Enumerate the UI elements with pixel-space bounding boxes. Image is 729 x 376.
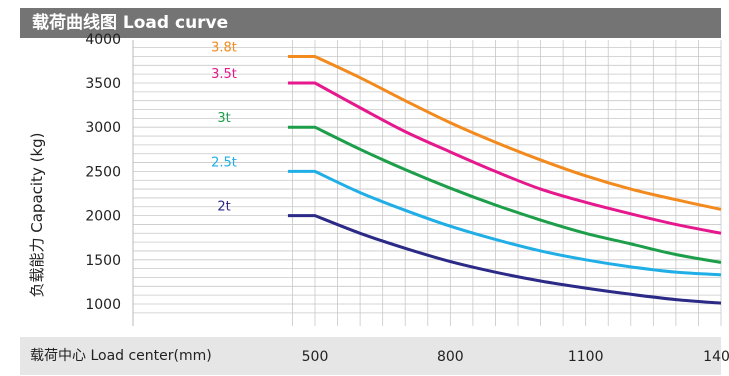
chart-title: 载荷曲线图 Load curve: [32, 13, 229, 33]
y-axis-ticks: 1000 1500 2000 2500 3000 3500 4000: [85, 32, 121, 313]
series-line-3t: [287, 125, 722, 264]
y-axis-label: 负载能力 Capacity (kg): [28, 132, 46, 297]
series-line-2t: [287, 214, 722, 305]
chart-series: 3.8t 3.5t 3t 2.5t 2t: [211, 40, 722, 305]
y-tick-label: 2000: [85, 209, 121, 225]
x-axis-band: 载荷中心 Load center(mm): [20, 337, 721, 375]
x-axis-ticks: 500 800 1100 1400: [302, 349, 729, 365]
series-line-3.8t: [287, 54, 722, 211]
x-tick-label: 1400: [703, 349, 729, 365]
series-label-2.5t: 2.5t: [211, 155, 237, 170]
series-label-3.5t: 3.5t: [211, 67, 237, 82]
series-label-3t: 3t: [217, 111, 230, 126]
x-axis-label: 载荷中心 Load center(mm): [30, 348, 212, 364]
y-tick-label: 1500: [85, 253, 121, 269]
series-line-2.5t: [287, 169, 722, 277]
y-tick-label: 3500: [85, 76, 121, 92]
series-label-3.8t: 3.8t: [211, 40, 237, 55]
y-tick-label: 1000: [85, 297, 121, 313]
series-line-3.5t: [287, 81, 722, 235]
chart-header: 载荷曲线图 Load curve: [20, 8, 721, 38]
series-label-2t: 2t: [217, 200, 230, 215]
chart-grid: [132, 40, 722, 326]
y-tick-label: 3000: [85, 120, 121, 136]
x-tick-label: 800: [437, 349, 464, 365]
y-tick-label: 4000: [85, 32, 121, 48]
x-tick-label: 500: [302, 349, 329, 365]
x-tick-label: 1100: [568, 349, 604, 365]
y-tick-label: 2500: [85, 164, 121, 180]
